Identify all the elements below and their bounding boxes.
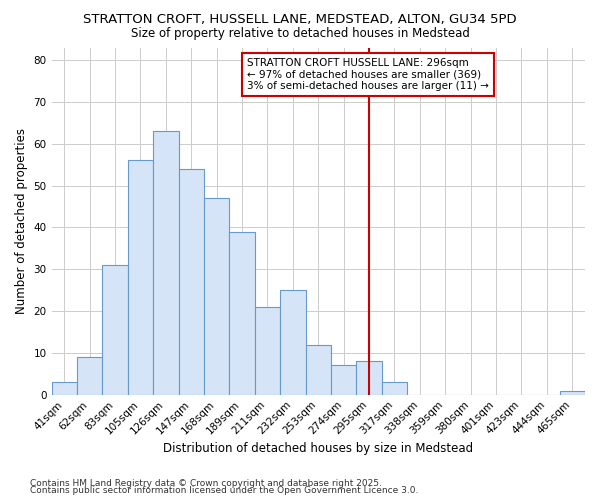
- Text: Contains public sector information licensed under the Open Government Licence 3.: Contains public sector information licen…: [30, 486, 418, 495]
- Bar: [153, 131, 179, 394]
- Bar: [179, 169, 204, 394]
- Bar: [382, 382, 407, 394]
- Bar: [356, 362, 382, 394]
- Text: STRATTON CROFT, HUSSELL LANE, MEDSTEAD, ALTON, GU34 5PD: STRATTON CROFT, HUSSELL LANE, MEDSTEAD, …: [83, 12, 517, 26]
- Bar: [52, 382, 77, 394]
- X-axis label: Distribution of detached houses by size in Medstead: Distribution of detached houses by size …: [163, 442, 473, 455]
- Text: STRATTON CROFT HUSSELL LANE: 296sqm
← 97% of detached houses are smaller (369)
3: STRATTON CROFT HUSSELL LANE: 296sqm ← 97…: [247, 58, 489, 91]
- Bar: [77, 357, 103, 395]
- Text: Contains HM Land Registry data © Crown copyright and database right 2025.: Contains HM Land Registry data © Crown c…: [30, 478, 382, 488]
- Bar: [331, 366, 356, 394]
- Bar: [560, 390, 585, 394]
- Bar: [103, 265, 128, 394]
- Bar: [204, 198, 229, 394]
- Bar: [305, 344, 331, 395]
- Bar: [229, 232, 255, 394]
- Text: Size of property relative to detached houses in Medstead: Size of property relative to detached ho…: [131, 28, 469, 40]
- Bar: [128, 160, 153, 394]
- Bar: [255, 307, 280, 394]
- Y-axis label: Number of detached properties: Number of detached properties: [15, 128, 28, 314]
- Bar: [280, 290, 305, 395]
